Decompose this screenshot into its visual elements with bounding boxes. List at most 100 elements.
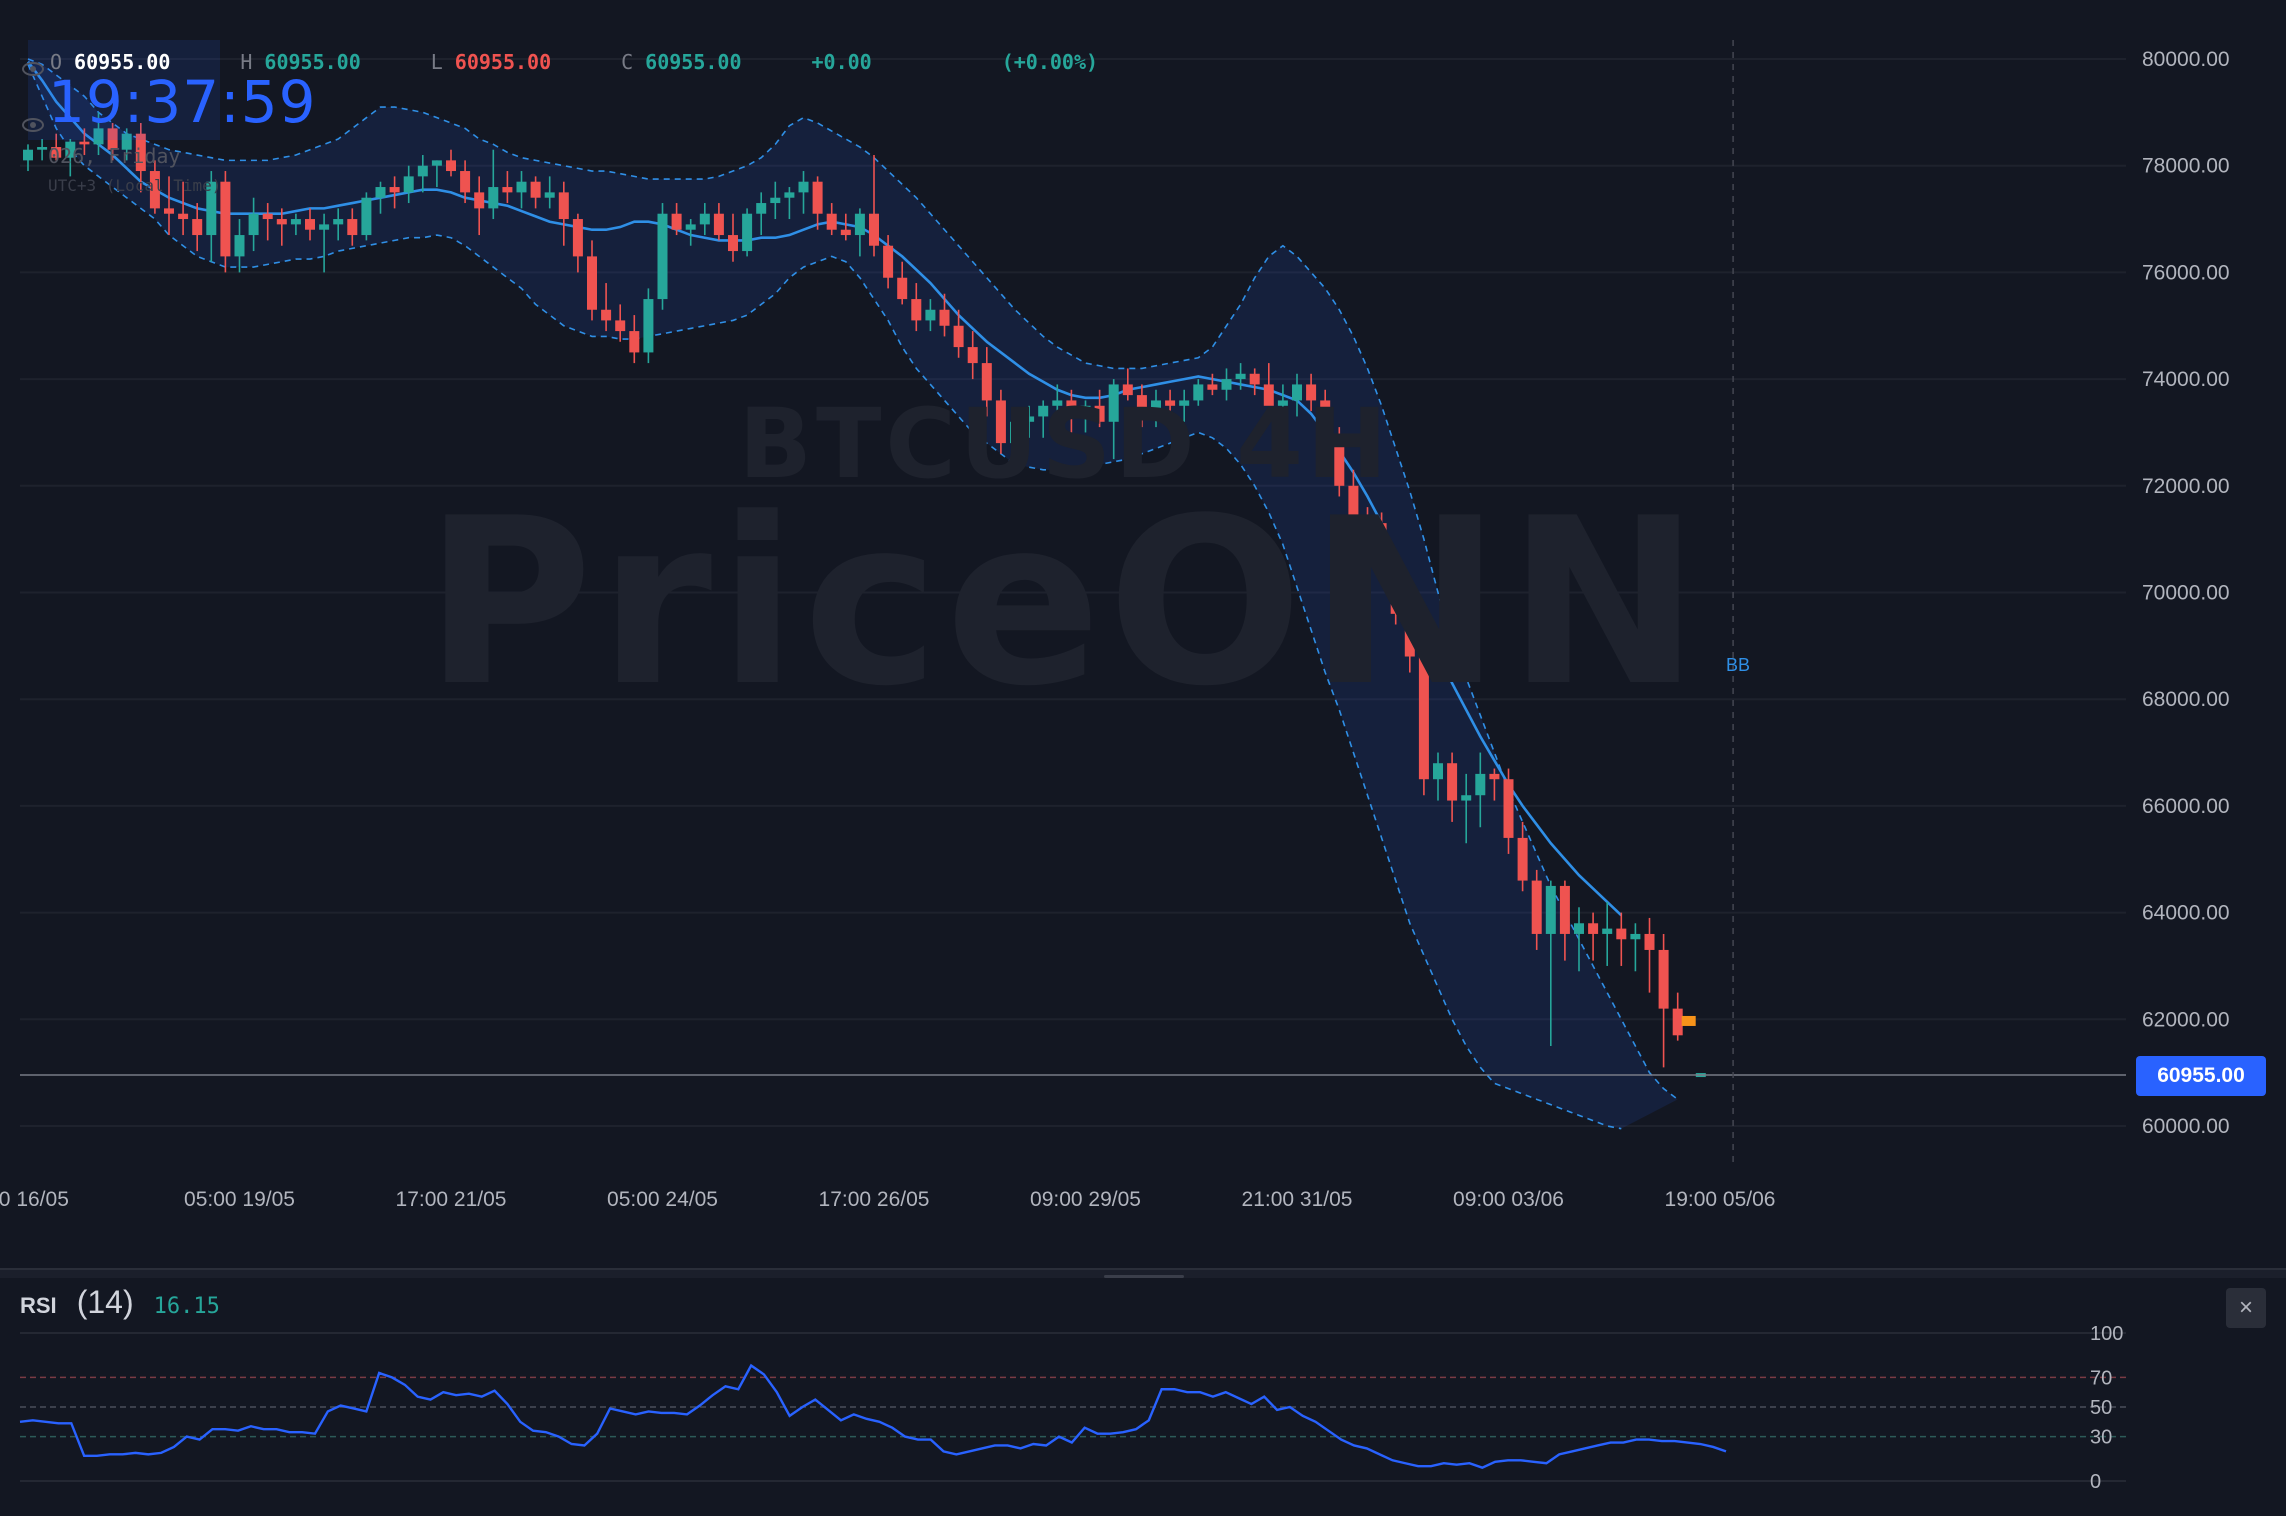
rsi-tick-label: 30 <box>2090 1427 2112 1449</box>
candle <box>883 235 894 289</box>
candle <box>840 213 851 241</box>
candle-body <box>1292 384 1302 401</box>
candle <box>488 149 499 220</box>
candle <box>1503 768 1514 854</box>
candle-body <box>1588 923 1599 934</box>
candle <box>798 171 809 214</box>
candle <box>1531 869 1542 950</box>
time-tick-label: 09:00 29/05 <box>1030 1188 1141 1211</box>
candle-body <box>587 256 597 310</box>
candle-body <box>939 309 950 326</box>
rsi-tick-label: 100 <box>2090 1323 2123 1345</box>
time-tick-label: 09:00 03/06 <box>1453 1188 1564 1211</box>
candle-body <box>107 128 118 150</box>
candle <box>460 160 471 204</box>
candle-body <box>1433 763 1443 780</box>
candle-body <box>502 187 513 193</box>
candle-body <box>1348 485 1359 518</box>
candle-body <box>164 208 174 214</box>
open-value: 60955.00 <box>74 50 171 74</box>
candle <box>1207 373 1218 396</box>
candle-body <box>488 187 499 209</box>
candle-body <box>1235 373 1246 380</box>
pane-separator[interactable] <box>0 1268 2286 1278</box>
price-tick-label: 72000.00 <box>2142 475 2230 498</box>
candle <box>431 160 442 188</box>
candle-body <box>361 197 372 236</box>
candle <box>1376 512 1387 577</box>
candle-body <box>615 320 626 332</box>
candle-body <box>1334 437 1345 486</box>
candle-body <box>897 277 908 300</box>
candle-body <box>1010 421 1020 444</box>
candle-body <box>798 181 809 193</box>
candle <box>657 203 668 310</box>
candle-body <box>544 192 555 198</box>
candle-body <box>883 245 894 278</box>
eye-icon[interactable] <box>22 118 44 132</box>
candle <box>1433 752 1443 801</box>
candle-body <box>784 192 795 198</box>
candle-body <box>206 181 217 236</box>
candle-body <box>375 187 386 198</box>
candle-body <box>220 181 231 257</box>
pane-resize-handle[interactable] <box>1104 1275 1184 1278</box>
candle-body <box>1165 400 1176 406</box>
candle-body <box>643 299 654 353</box>
candle-body <box>1362 517 1373 524</box>
price-chart[interactable]: 80000.00 78000.00 76000.00 74000.00 72000.00… <box>0 0 2286 1240</box>
candle <box>1602 901 1613 966</box>
candle <box>784 187 795 220</box>
candle-body <box>530 181 541 198</box>
candle-body <box>657 213 668 300</box>
candle-body <box>1418 656 1429 780</box>
candle <box>1038 400 1049 438</box>
candle-body <box>1630 933 1641 940</box>
bb-indicator-label[interactable]: BB <box>1726 655 1751 675</box>
candle-body <box>446 160 456 172</box>
candle-body <box>629 331 640 353</box>
candle-body <box>1475 773 1486 796</box>
price-axis: 80000.00 78000.00 76000.00 74000.00 72000.00… <box>2142 48 2230 1138</box>
candle <box>981 347 992 417</box>
candle-body <box>1193 384 1204 401</box>
candle <box>1658 933 1669 1068</box>
candle <box>375 181 386 214</box>
bb-fill <box>28 59 1678 1129</box>
candle-body <box>305 219 315 230</box>
candle-body <box>770 197 781 204</box>
time-tick-label: 17:00 26/05 <box>819 1188 930 1211</box>
candle-body <box>840 229 851 236</box>
candle <box>756 192 767 236</box>
ohlc-legend: O 60955.00 H 60955.00 L 60955.00 C 60955.00 … <box>50 50 1168 74</box>
rsi-chart[interactable]: 100 70 50 30 0 <box>0 1280 2286 1516</box>
candle-body <box>417 165 428 177</box>
candle-body <box>1108 384 1119 422</box>
rsi-length: (14) <box>76 1284 134 1320</box>
candle-body <box>389 187 400 193</box>
candle-body <box>1151 400 1161 417</box>
candle <box>587 240 597 321</box>
candle <box>713 203 724 241</box>
candle <box>37 139 48 161</box>
candle-body <box>1658 949 1669 1009</box>
eye-icon[interactable] <box>22 62 44 76</box>
candle <box>643 288 654 364</box>
close-pane-button[interactable]: × <box>2226 1288 2266 1328</box>
candle <box>1588 912 1599 961</box>
candle <box>530 176 541 209</box>
candle-body <box>248 213 259 236</box>
candle-body <box>1038 405 1049 417</box>
price-tick-label: 64000.00 <box>2142 902 2230 925</box>
clock-overlay <box>28 40 220 140</box>
candle-body <box>1517 837 1528 881</box>
bb-middle-line <box>26 60 1623 917</box>
candle <box>572 213 583 273</box>
price-tick-label: 70000.00 <box>2142 582 2230 605</box>
candle <box>446 149 456 177</box>
candle-body <box>826 213 837 230</box>
candles <box>20 40 2126 1168</box>
candle-body <box>178 213 189 220</box>
candle-body <box>1249 373 1260 385</box>
candle-body <box>1461 795 1472 801</box>
